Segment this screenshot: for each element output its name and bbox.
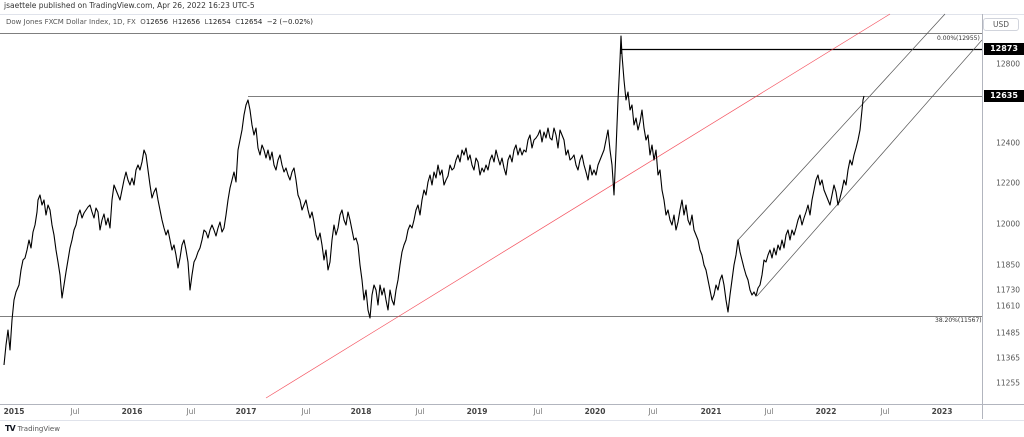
ohlc-close-label: C [235,18,241,26]
time-axis-year-label: 2022 [815,407,837,416]
time-axis-year-label: 2015 [3,407,25,416]
ohlc-high-label: H [172,18,178,26]
currency-button[interactable]: USD [983,18,1019,31]
fib-382-label: 38.20%(11567) [935,317,982,324]
price-level-badge: 12635 [984,90,1024,102]
time-axis-year-label: 2019 [466,407,488,416]
ohlc-change: −2 (−0.02%) [266,18,313,26]
time-axis-month-label: Jul [533,407,543,416]
axis-corner [982,404,1024,419]
price-axis[interactable]: 12800 12400 12200 12000 11850 11730 11610 11485… [982,14,1024,404]
time-axis-month-label: Jul [70,407,80,416]
price-line [3,35,865,366]
time-axis-month-label: Jul [415,407,425,416]
time-axis[interactable]: 2015 Jul 2016 Jul 2017 Jul 2018 Jul 2019 Jul 2020 J… [0,404,982,419]
tradingview-wordmark: TradingView [17,424,60,433]
price-axis-label: 11850 [996,260,1020,270]
tradingview-logo[interactable]: TV TradingView [5,424,60,433]
price-axis-label: 11610 [996,301,1020,311]
tradingview-mark-icon: TV [5,424,16,433]
time-axis-month-label: Jul [301,407,311,416]
price-level-badge: 12873 [984,43,1024,55]
channel-lower-line[interactable] [756,39,982,297]
price-axis-label: 12200 [996,178,1020,188]
fib-0-label: 0.00%(12955) [937,35,980,42]
published-line: jsaettele published on TradingView.com, … [4,1,255,10]
price-chart-canvas[interactable] [0,0,982,404]
time-axis-year-label: 2021 [700,407,722,416]
ohlc-close: 12654 [240,18,263,26]
time-axis-year-label: 2017 [235,407,257,416]
symbol-name[interactable]: Dow Jones FXCM Dollar Index, 1D, FX [6,18,136,26]
price-axis-label: 11255 [996,378,1020,388]
price-axis-label: 11730 [996,285,1020,295]
red-trendline[interactable] [265,13,891,399]
time-axis-month-label: Jul [764,407,774,416]
channel-upper-line[interactable] [737,13,946,241]
ohlc-open-label: O [140,18,146,26]
time-axis-month-label: Jul [648,407,658,416]
time-axis-year-label: 2018 [350,407,372,416]
time-axis-year-label: 2016 [121,407,143,416]
price-axis-label: 12800 [996,59,1020,69]
ohlc-open: 12656 [145,18,169,26]
symbol-legend: Dow Jones FXCM Dollar Index, 1D, FX O126… [6,18,313,26]
ohlc-high: 12656 [177,18,201,26]
price-axis-label: 12000 [996,219,1020,229]
ohlc-low-label: L [204,18,209,26]
price-axis-label: 11485 [996,328,1020,338]
price-axis-label: 12400 [996,138,1020,148]
time-axis-month-label: Jul [880,407,890,416]
chart-frame [0,14,1024,421]
time-axis-month-label: Jul [186,407,196,416]
ohlc-low: 12654 [208,18,231,26]
time-axis-year-label: 2020 [584,407,606,416]
price-axis-label: 11365 [996,353,1020,363]
time-axis-year-label: 2023 [931,407,953,416]
